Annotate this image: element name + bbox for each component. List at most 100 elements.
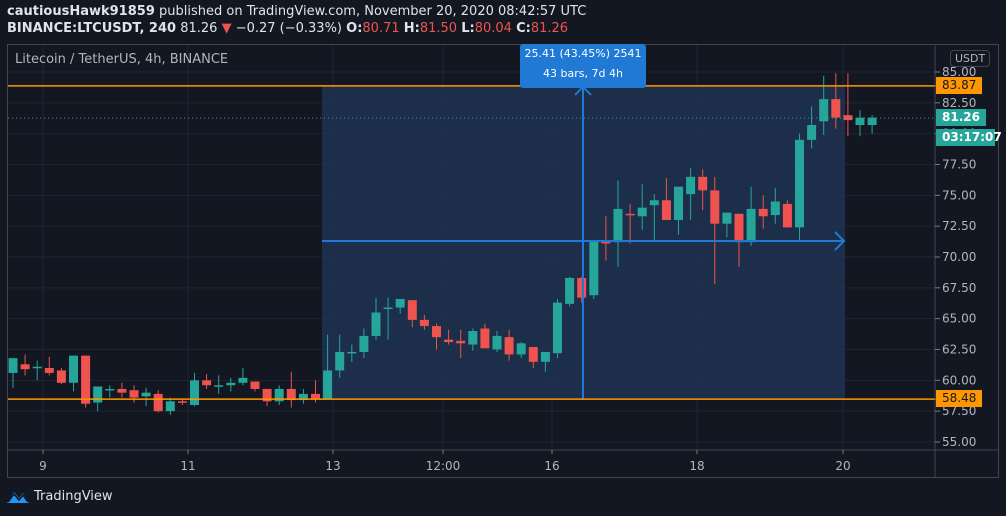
- candle: [214, 385, 224, 387]
- candle: [649, 200, 659, 206]
- candle: [613, 208, 623, 243]
- low-value: 80.04: [474, 21, 512, 36]
- candle: [746, 208, 756, 243]
- low-label: L:: [461, 21, 475, 36]
- svg-text:9: 9: [39, 459, 47, 473]
- candle: [831, 99, 841, 118]
- candle: [286, 388, 296, 401]
- candle: [468, 330, 478, 345]
- candle: [710, 190, 720, 224]
- candle: [335, 351, 345, 371]
- publisher-name[interactable]: cautiousHawk91859: [7, 4, 155, 19]
- candle: [867, 117, 877, 126]
- close-value: 81.26: [530, 21, 569, 36]
- candle: [843, 115, 853, 121]
- svg-text:65.00: 65.00: [942, 312, 976, 326]
- high-label: H:: [403, 21, 420, 36]
- candle: [190, 380, 199, 405]
- candle: [311, 393, 320, 399]
- candle: [117, 388, 127, 393]
- candle: [69, 355, 78, 383]
- candle: [601, 240, 611, 244]
- candle: [347, 351, 357, 354]
- candle: [8, 358, 18, 373]
- published-text: published on TradingView.com, November 2…: [159, 4, 587, 19]
- candle: [32, 366, 42, 369]
- candle: [577, 277, 587, 298]
- candle: [165, 401, 175, 412]
- candle: [274, 388, 284, 402]
- publish-info: cautiousHawk91859 published on TradingVi…: [7, 4, 586, 19]
- down-arrow-icon: ▼: [221, 21, 232, 36]
- candle: [298, 393, 308, 401]
- candle: [661, 200, 671, 220]
- svg-text:62.50: 62.50: [942, 342, 976, 356]
- candle: [419, 319, 429, 327]
- candle: [202, 380, 212, 386]
- measure-duration: 43 bars, 7d 4h: [543, 67, 623, 80]
- candle: [540, 351, 550, 362]
- candle: [456, 340, 466, 344]
- lower-line-price-label: 58.48: [936, 390, 983, 407]
- candle: [504, 337, 514, 355]
- candle: [262, 388, 272, 402]
- candle: [444, 339, 454, 343]
- candle: [565, 277, 575, 304]
- candle: [383, 307, 393, 310]
- svg-text:77.50: 77.50: [942, 157, 976, 171]
- candle: [480, 328, 490, 349]
- svg-text:85.00: 85.00: [942, 65, 976, 79]
- candle: [553, 302, 562, 354]
- svg-text:55.00: 55.00: [942, 435, 976, 449]
- tradingview-logo[interactable]: TradingView: [6, 488, 113, 504]
- brand-name: TradingView: [34, 488, 113, 504]
- svg-text:75.00: 75.00: [942, 188, 976, 202]
- upper-line-price-label: 83.87: [936, 77, 983, 94]
- candle: [698, 176, 708, 191]
- candle: [250, 381, 260, 389]
- chart-frame: [7, 44, 999, 478]
- candle: [528, 347, 538, 362]
- svg-text:70.00: 70.00: [942, 250, 976, 264]
- candle: [177, 401, 187, 403]
- candle: [153, 393, 163, 412]
- svg-text:11: 11: [180, 459, 195, 473]
- candle: [758, 208, 768, 217]
- candle: [20, 364, 30, 370]
- candle: [686, 176, 696, 195]
- candle: [625, 213, 635, 216]
- candle: [93, 386, 103, 403]
- candle: [516, 343, 526, 355]
- close-label: C:: [516, 21, 531, 36]
- candle: [81, 355, 91, 404]
- last-price-label: 81.26: [936, 109, 986, 126]
- svg-text:82.50: 82.50: [942, 96, 976, 110]
- symbol-legend: BINANCE:LTCUSDT, 240 81.26 ▼ −0.27 (−0.3…: [7, 21, 568, 36]
- candle: [407, 300, 417, 320]
- candle: [674, 186, 683, 220]
- measure-change: 25.41 (43.45%) 2541: [524, 47, 642, 60]
- candle: [44, 367, 54, 373]
- candle: [782, 203, 792, 228]
- chart-title: Litecoin / TetherUS, 4h, BINANCE: [15, 52, 229, 67]
- candle: [395, 298, 405, 308]
- open-value: 80.71: [362, 21, 400, 36]
- candle: [770, 201, 780, 216]
- candle: [637, 207, 647, 217]
- svg-text:67.50: 67.50: [942, 281, 976, 295]
- candle: [359, 335, 369, 352]
- tradingview-logo-icon: [7, 492, 29, 503]
- currency-badge[interactable]: USDT: [950, 50, 991, 67]
- svg-text:57.50: 57.50: [942, 404, 976, 418]
- candle: [589, 240, 599, 296]
- symbol-name: BINANCE:LTCUSDT, 240: [7, 21, 177, 36]
- candle: [807, 125, 817, 140]
- svg-text:20: 20: [835, 459, 850, 473]
- candle: [855, 117, 865, 126]
- open-label: O:: [346, 21, 363, 36]
- last-price: 81.26: [180, 21, 218, 36]
- candle: [56, 370, 66, 383]
- svg-text:13: 13: [325, 459, 340, 473]
- candle: [323, 370, 333, 399]
- candle: [795, 139, 804, 228]
